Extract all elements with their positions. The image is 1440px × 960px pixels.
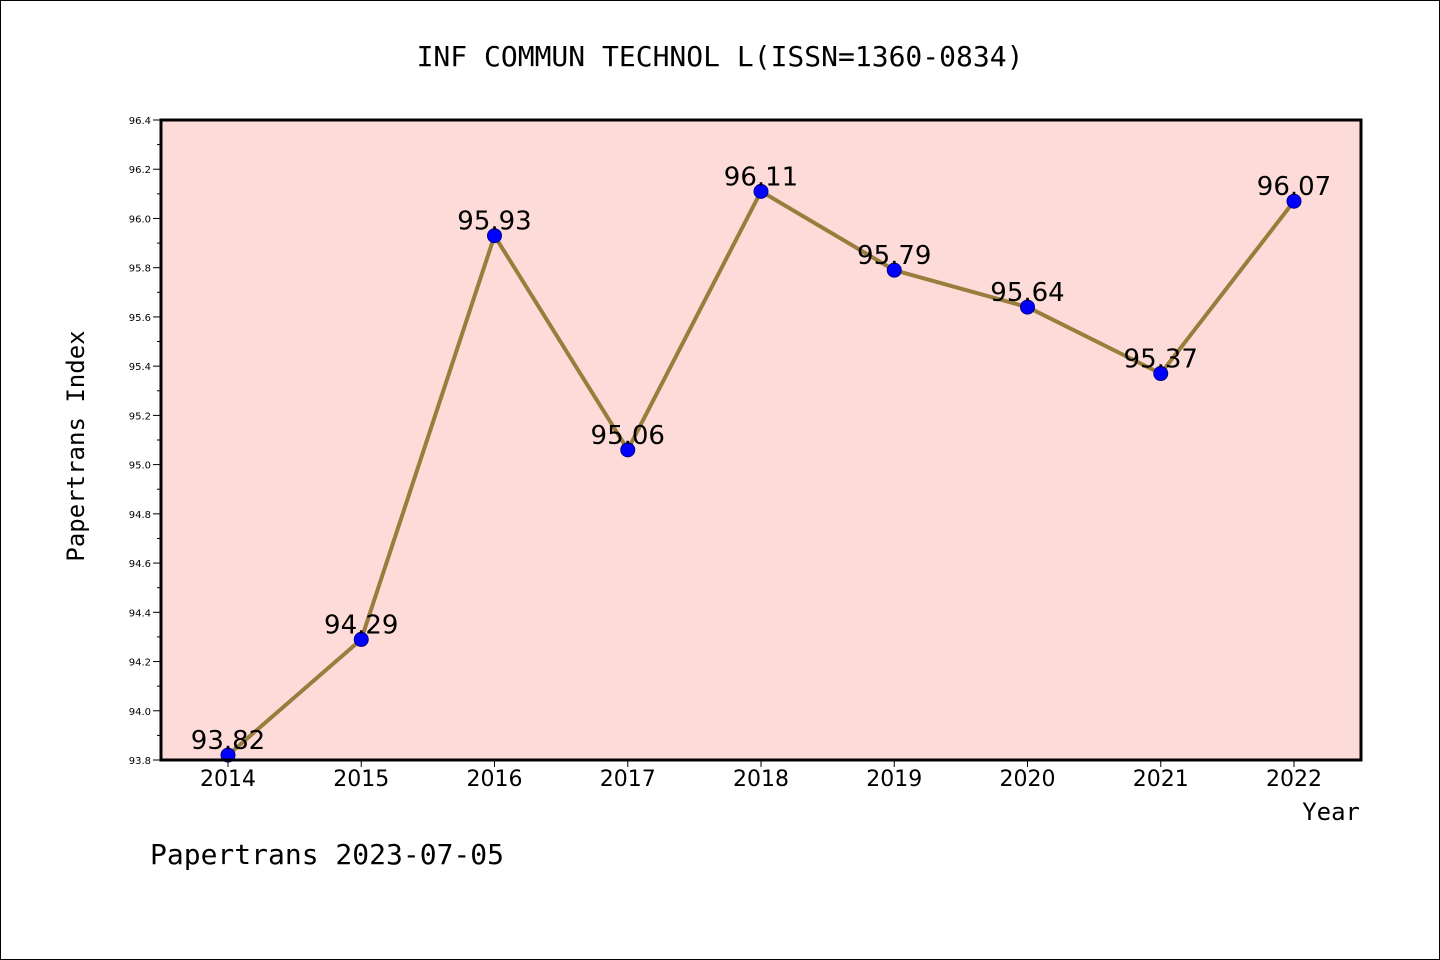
chart-title: INF COMMUN TECHNOL L(ISSN=1360-0834): [417, 40, 1024, 73]
y-tick-label: 95.8: [129, 264, 151, 275]
x-tick-label: 2014: [200, 767, 256, 792]
data-point-marker: [753, 183, 769, 199]
y-tick-label: 94.6: [129, 559, 151, 570]
data-label: 95.37: [1124, 345, 1198, 375]
y-tick-label: 96.0: [129, 214, 151, 225]
data-label: 93.82: [191, 726, 265, 756]
data-point-marker: [620, 442, 636, 458]
data-point-marker: [886, 262, 902, 278]
data-label: 95.06: [591, 421, 665, 451]
y-tick-label: 94.2: [129, 658, 151, 669]
data-point-marker: [1286, 193, 1302, 209]
y-tick-label: 96.4: [129, 116, 151, 127]
data-label: 95.79: [857, 241, 931, 271]
y-axis-ticks: 93.8 94.0 94.2 94.4 94.6 94.8 95.0 95.2 95.4 95.6…: [129, 116, 161, 767]
x-tick-label: 2016: [467, 767, 523, 792]
y-tick-label: 96.2: [129, 165, 151, 176]
y-tick-label: 95.6: [129, 313, 151, 324]
x-tick-label: 2015: [333, 767, 389, 792]
x-axis-label: Year: [1302, 798, 1360, 826]
plot-border: [159, 118, 1363, 762]
data-label: 94.29: [324, 610, 398, 640]
data-point-marker: [487, 228, 502, 244]
x-tick-label: 2021: [1133, 767, 1189, 792]
data-label: 95.64: [990, 278, 1064, 308]
y-tick-label: 95.2: [129, 411, 151, 422]
y-tick-label: 95.4: [129, 362, 151, 373]
data-label: 95.93: [457, 207, 531, 237]
y-tick-label: 95.0: [129, 461, 151, 472]
y-tick-label: 94.0: [129, 707, 151, 718]
plot-area: [161, 120, 1361, 760]
y-tick-label: 94.8: [129, 510, 151, 521]
data-label: 96.11: [724, 162, 798, 192]
x-tick-label: 2022: [1266, 767, 1322, 792]
x-tick-label: 2020: [1000, 767, 1056, 792]
footer-source-date: Papertrans 2023-07-05: [150, 838, 504, 871]
y-axis-label: Papertrans Index: [62, 330, 90, 561]
y-tick-label: 93.8: [129, 756, 151, 767]
y-tick-label: 94.4: [129, 608, 151, 619]
x-tick-label: 2018: [733, 767, 789, 792]
x-axis-ticks: 2014 2015 2016 2017 2018 2019 2020 2021 2022: [200, 760, 1322, 792]
data-label: 96.07: [1257, 172, 1331, 202]
x-tick-label: 2019: [866, 767, 922, 792]
series-layer: [220, 183, 1302, 763]
x-tick-label: 2017: [600, 767, 656, 792]
data-point-marker: [1020, 299, 1035, 315]
data-point-marker: [1153, 366, 1169, 382]
data-labels-layer: 93.82 94.29 95.93 95.06 96.11 95.79 95.64 95.37…: [191, 162, 1331, 756]
data-point-marker: [353, 631, 369, 647]
